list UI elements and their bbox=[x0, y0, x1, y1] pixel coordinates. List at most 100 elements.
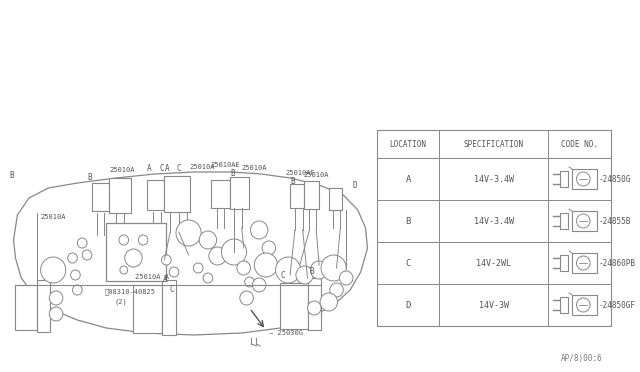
Text: 14V-2WL: 14V-2WL bbox=[476, 259, 511, 267]
Text: B: B bbox=[405, 217, 411, 225]
Text: CODE NO.: CODE NO. bbox=[561, 140, 598, 148]
Circle shape bbox=[221, 239, 246, 265]
Text: D: D bbox=[405, 301, 411, 310]
Bar bbox=[572, 295, 597, 315]
Bar bbox=[15, 285, 36, 330]
Text: (2): (2) bbox=[114, 299, 127, 305]
Bar bbox=[561, 171, 568, 187]
Circle shape bbox=[244, 277, 254, 287]
Text: -24855B: -24855B bbox=[599, 217, 632, 225]
Bar bbox=[211, 180, 230, 208]
Text: A: A bbox=[147, 164, 152, 173]
Text: B: B bbox=[87, 173, 92, 182]
Circle shape bbox=[138, 235, 148, 245]
Bar bbox=[377, 130, 611, 326]
Circle shape bbox=[577, 298, 590, 312]
Bar bbox=[561, 255, 568, 271]
Bar bbox=[280, 283, 307, 329]
Circle shape bbox=[262, 241, 276, 255]
Text: C: C bbox=[405, 259, 411, 267]
Circle shape bbox=[310, 261, 328, 279]
Text: A: A bbox=[164, 164, 169, 173]
Circle shape bbox=[577, 214, 590, 228]
Text: -24850G: -24850G bbox=[599, 174, 632, 183]
Text: C: C bbox=[280, 272, 285, 280]
Bar bbox=[163, 280, 176, 335]
Text: -24860PB: -24860PB bbox=[599, 259, 636, 267]
Text: -24850GF: -24850GF bbox=[599, 301, 636, 310]
Circle shape bbox=[176, 220, 201, 246]
Circle shape bbox=[254, 253, 278, 277]
Text: 25010A: 25010A bbox=[40, 214, 66, 220]
Circle shape bbox=[250, 221, 268, 239]
Text: 14V-3.4W: 14V-3.4W bbox=[474, 174, 514, 183]
Circle shape bbox=[276, 257, 301, 283]
Bar bbox=[561, 297, 568, 313]
Circle shape bbox=[240, 291, 253, 305]
Bar bbox=[572, 253, 597, 273]
Bar bbox=[303, 181, 319, 209]
Circle shape bbox=[49, 307, 63, 321]
Text: AP/8)00:6: AP/8)00:6 bbox=[561, 353, 602, 362]
Circle shape bbox=[209, 247, 227, 265]
Text: B: B bbox=[290, 176, 295, 186]
Circle shape bbox=[119, 235, 129, 245]
Text: C: C bbox=[177, 164, 182, 173]
Bar bbox=[109, 178, 131, 213]
Text: A: A bbox=[405, 174, 411, 183]
Circle shape bbox=[320, 293, 337, 311]
Bar bbox=[561, 213, 568, 229]
Circle shape bbox=[577, 172, 590, 186]
Bar bbox=[164, 176, 189, 212]
Text: 14V-3.4W: 14V-3.4W bbox=[474, 217, 514, 225]
Bar bbox=[572, 211, 597, 231]
Text: SPECIFICATION: SPECIFICATION bbox=[463, 140, 524, 148]
Circle shape bbox=[296, 266, 314, 284]
Text: 25010AE: 25010AE bbox=[211, 162, 241, 168]
Circle shape bbox=[70, 270, 80, 280]
Circle shape bbox=[199, 231, 216, 249]
Bar bbox=[290, 184, 303, 208]
Text: 25010A: 25010A bbox=[189, 164, 215, 170]
Text: B: B bbox=[230, 169, 235, 177]
Circle shape bbox=[169, 267, 179, 277]
Text: 25010A: 25010A bbox=[242, 165, 268, 171]
Bar bbox=[106, 223, 166, 281]
Circle shape bbox=[330, 283, 343, 297]
Text: 25010AF: 25010AF bbox=[285, 170, 315, 176]
Text: 25010A: 25010A bbox=[303, 172, 329, 178]
Circle shape bbox=[40, 257, 66, 283]
Bar bbox=[307, 278, 321, 330]
Text: Ⓝ08310-40825: Ⓝ08310-40825 bbox=[104, 289, 156, 295]
Circle shape bbox=[49, 291, 63, 305]
Circle shape bbox=[237, 261, 250, 275]
Circle shape bbox=[120, 266, 127, 274]
Circle shape bbox=[125, 249, 142, 267]
Text: 14V-3W: 14V-3W bbox=[479, 301, 509, 310]
Bar bbox=[134, 285, 163, 333]
Circle shape bbox=[161, 255, 171, 265]
Bar bbox=[230, 177, 250, 209]
Circle shape bbox=[72, 285, 82, 295]
Bar bbox=[92, 183, 109, 211]
Text: C: C bbox=[159, 164, 164, 173]
Text: B: B bbox=[10, 170, 14, 180]
Text: D: D bbox=[353, 180, 358, 189]
Text: A: A bbox=[163, 275, 167, 283]
Bar bbox=[572, 169, 597, 189]
Circle shape bbox=[252, 278, 266, 292]
Text: — 25030G: — 25030G bbox=[269, 330, 303, 336]
Circle shape bbox=[77, 238, 87, 248]
Polygon shape bbox=[13, 172, 367, 335]
Bar bbox=[329, 188, 342, 210]
Circle shape bbox=[203, 273, 212, 283]
Bar bbox=[36, 280, 51, 332]
Text: B: B bbox=[310, 267, 314, 276]
Circle shape bbox=[193, 263, 203, 273]
Circle shape bbox=[577, 256, 590, 270]
Text: C: C bbox=[169, 285, 174, 295]
Circle shape bbox=[339, 271, 353, 285]
Bar bbox=[147, 180, 164, 210]
Text: 25010A: 25010A bbox=[109, 167, 135, 173]
Text: 25010A A: 25010A A bbox=[136, 274, 170, 280]
